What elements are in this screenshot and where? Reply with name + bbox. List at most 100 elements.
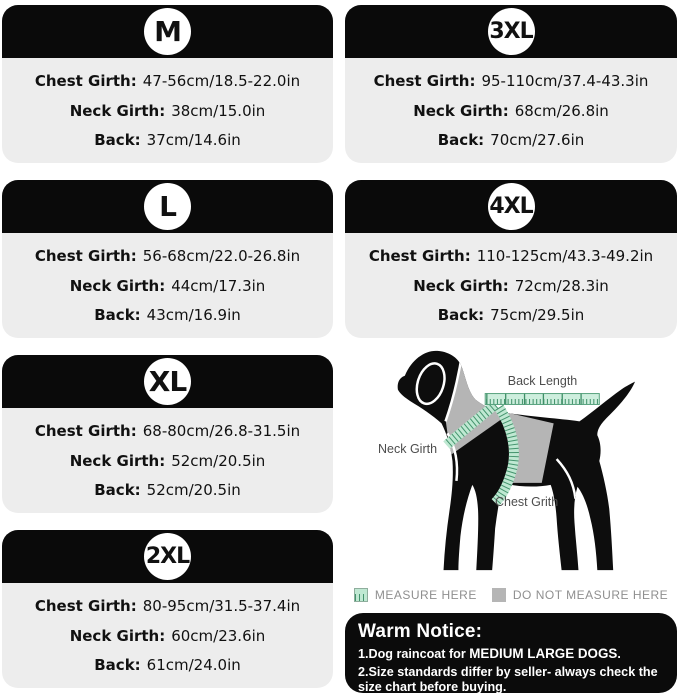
size-badge: 2XL xyxy=(144,533,191,580)
chest-tape xyxy=(491,404,519,507)
warm-notice-box: Warm Notice: 1.Dog raincoat for MEDIUM L… xyxy=(345,613,677,695)
neck-girth-row: Neck Girth: 72cm/28.3in xyxy=(351,277,671,295)
measure-label: Neck Girth: xyxy=(413,101,509,120)
measure-value: 68-80cm/26.8-31.5in xyxy=(142,421,301,440)
back-row: Back: 52cm/20.5in xyxy=(8,481,327,499)
measure-value: 68cm/26.8in xyxy=(514,101,609,120)
measure-label: Chest Girth: xyxy=(34,421,137,440)
size-badge: L xyxy=(144,183,191,230)
size-card-body: Chest Girth: 80-95cm/31.5-37.4in Neck Gir… xyxy=(2,583,333,688)
measure-label: Chest Girth: xyxy=(34,246,137,265)
measure-label: Back: xyxy=(94,306,141,325)
measure-value: 47-56cm/18.5-22.0in xyxy=(142,71,301,90)
measure-value: 95-110cm/37.4-43.3in xyxy=(481,71,649,90)
neck-girth-row: Neck Girth: 44cm/17.3in xyxy=(8,277,327,295)
notice-line-2: 2.Size standards differ by seller- alway… xyxy=(358,664,658,695)
legend: MEASURE HERE DO NOT MEASURE HERE xyxy=(345,588,677,602)
measure-value: 80-95cm/31.5-37.4in xyxy=(142,596,301,615)
size-badge: 4XL xyxy=(487,183,535,230)
size-card-header: XL xyxy=(2,355,333,408)
chest-girth-row: Chest Girth: 95-110cm/37.4-43.3in xyxy=(351,72,671,90)
measure-value: 44cm/17.3in xyxy=(171,276,266,295)
measure-here-swatch-icon xyxy=(353,588,368,602)
measure-value: 38cm/15.0in xyxy=(171,101,266,120)
neck-girth-row: Neck Girth: 52cm/20.5in xyxy=(8,452,327,470)
do-not-measure-label: DO NOT MEASURE HERE xyxy=(512,588,669,602)
measure-label: Neck Girth: xyxy=(69,101,166,120)
measure-value: 43cm/16.9in xyxy=(146,306,241,325)
measure-value: 70cm/27.6in xyxy=(490,131,585,150)
size-card-2xl: 2XL Chest Girth: 80-95cm/31.5-37.4in Neck… xyxy=(2,530,333,688)
size-card-3xl: 3XL Chest Girth: 95-110cm/37.4-43.3in Nec… xyxy=(345,5,677,163)
chest-girth-row: Chest Girth: 110-125cm/43.3-49.2in xyxy=(351,247,671,265)
neck-girth-label: Neck Girth xyxy=(378,442,438,456)
measure-label: Chest Girth: xyxy=(34,71,137,90)
size-card-l: L Chest Girth: 56-68cm/22.0-26.8in Neck G… xyxy=(2,180,333,338)
chest-girth-row: Chest Girth: 56-68cm/22.0-26.8in xyxy=(8,247,327,265)
size-card-body: Chest Girth: 47-56cm/18.5-22.0in Neck Gir… xyxy=(2,58,333,163)
measure-label: Chest Girth: xyxy=(368,246,471,265)
do-not-measure-swatch-icon xyxy=(491,588,506,602)
measure-value: 61cm/24.0in xyxy=(146,656,241,675)
measure-label: Neck Girth: xyxy=(69,451,166,470)
measure-label: Back: xyxy=(94,131,141,150)
back-row: Back: 70cm/27.6in xyxy=(351,131,671,149)
right-column: 3XL Chest Girth: 95-110cm/37.4-43.3in Nec… xyxy=(345,5,677,695)
measure-value: 52cm/20.5in xyxy=(146,481,241,500)
notice-line-1: 1.Dog raincoat for MEDIUM LARGE DOGS. xyxy=(358,646,664,663)
size-card-m: M Chest Girth: 47-56cm/18.5-22.0in Neck G… xyxy=(2,5,333,163)
legend-item-do-not-measure: DO NOT MEASURE HERE xyxy=(491,588,669,602)
notice-line-1-period: . xyxy=(617,647,621,661)
back-row: Back: 37cm/14.6in xyxy=(8,131,327,149)
measurement-diagram: Back Length Neck Girth Chest Grith xyxy=(345,338,677,588)
back-row: Back: 75cm/29.5in xyxy=(351,306,671,324)
size-card-header: 4XL xyxy=(345,180,677,233)
measure-label: Chest Girth: xyxy=(34,596,137,615)
measure-label: Neck Girth: xyxy=(413,276,509,295)
measure-value: 37cm/14.6in xyxy=(146,131,241,150)
back-row: Back: 43cm/16.9in xyxy=(8,306,327,324)
measure-label: Back: xyxy=(437,131,485,150)
ear-shape xyxy=(415,362,446,406)
left-column: M Chest Girth: 47-56cm/18.5-22.0in Neck G… xyxy=(2,5,333,695)
size-card-body: Chest Girth: 110-125cm/43.3-49.2in Neck G… xyxy=(345,233,677,338)
size-card-body: Chest Girth: 56-68cm/22.0-26.8in Neck Gir… xyxy=(2,233,333,338)
measure-value: 110-125cm/43.3-49.2in xyxy=(476,246,654,265)
size-card-header: 2XL xyxy=(2,530,333,583)
size-card-4xl: 4XL Chest Girth: 110-125cm/43.3-49.2in Ne… xyxy=(345,180,677,338)
back-row: Back: 61cm/24.0in xyxy=(8,656,327,674)
chest-girth-label: Chest Grith xyxy=(495,495,559,509)
chest-girth-row: Chest Girth: 47-56cm/18.5-22.0in xyxy=(8,72,327,90)
dog-illustration xyxy=(397,350,636,571)
chest-girth-row: Chest Girth: 68-80cm/26.8-31.5in xyxy=(8,422,327,440)
size-badge: M xyxy=(144,8,191,55)
measure-value: 56-68cm/22.0-26.8in xyxy=(142,246,301,265)
neck-girth-row: Neck Girth: 68cm/26.8in xyxy=(351,102,671,120)
chest-girth-row: Chest Girth: 80-95cm/31.5-37.4in xyxy=(8,597,327,615)
size-card-header: 3XL xyxy=(345,5,677,58)
back-length-label: Back Length xyxy=(507,374,578,388)
measure-value: 52cm/20.5in xyxy=(171,451,266,470)
back-length-ruler xyxy=(484,393,600,405)
measure-here-label: MEASURE HERE xyxy=(374,588,477,602)
warm-notice-title: Warm Notice: xyxy=(358,621,483,642)
notice-line-1-text: 1.Dog raincoat for xyxy=(358,647,470,661)
measure-value: 60cm/23.6in xyxy=(171,626,266,645)
measure-label: Neck Girth: xyxy=(69,626,166,645)
size-card-body: Chest Girth: 68-80cm/26.8-31.5in Neck Gir… xyxy=(2,408,333,513)
measure-label: Neck Girth: xyxy=(69,276,166,295)
measure-label: Back: xyxy=(94,481,141,500)
measure-label: Back: xyxy=(437,306,485,325)
measure-value: 72cm/28.3in xyxy=(514,276,609,295)
notice-line-1-highlight: MEDIUM LARGE DOGS xyxy=(469,646,618,661)
hind-leg-crease xyxy=(555,458,577,499)
measure-label: Back: xyxy=(94,656,141,675)
neck-tape xyxy=(443,400,499,449)
size-card-header: M xyxy=(2,5,333,58)
size-card-body: Chest Girth: 95-110cm/37.4-43.3in Neck Gi… xyxy=(345,58,677,163)
size-card-header: L xyxy=(2,180,333,233)
neck-girth-row: Neck Girth: 60cm/23.6in xyxy=(8,627,327,645)
measure-value: 75cm/29.5in xyxy=(490,306,585,325)
size-badge: XL xyxy=(144,358,191,405)
